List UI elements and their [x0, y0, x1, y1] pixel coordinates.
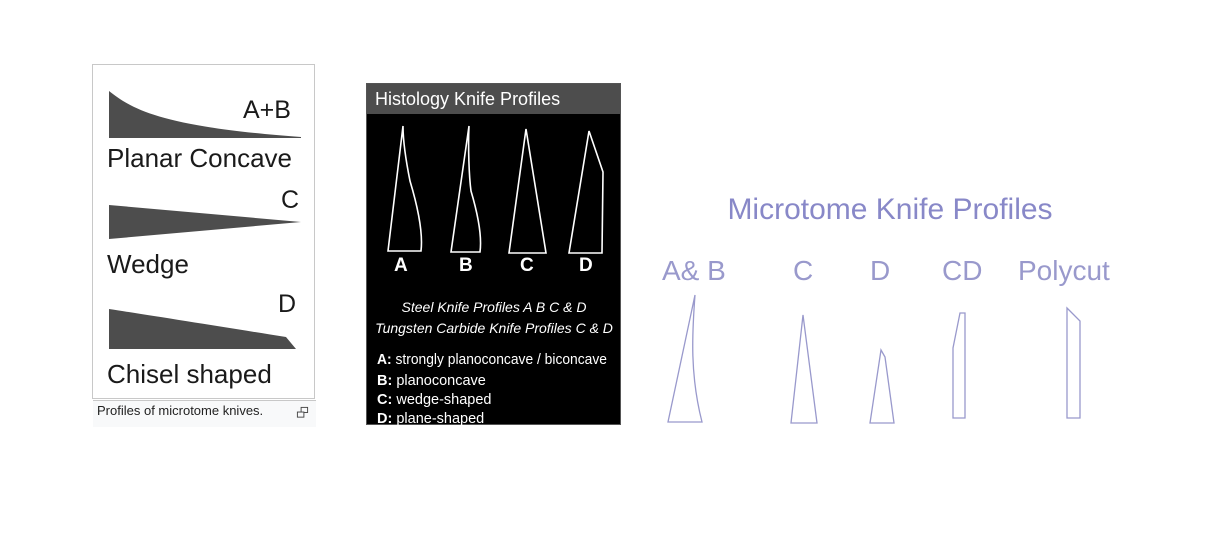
svg-text:B: planoconcave: B: planoconcave [377, 373, 486, 389]
svg-text:D: D [278, 290, 296, 318]
svg-text:C: wedge-shaped: C: wedge-shaped [377, 392, 491, 408]
svg-text:B: B [459, 255, 473, 276]
svg-text:D: D [579, 255, 593, 276]
svg-text:C: C [520, 255, 534, 276]
svg-text:Steel Knife Profiles A B C & D: Steel Knife Profiles A B C & D [402, 299, 587, 315]
svg-text:Wedge: Wedge [107, 249, 189, 279]
svg-text:C: C [281, 186, 299, 214]
svg-text:A: A [394, 255, 408, 276]
svg-text:C: C [793, 255, 813, 286]
svg-text:Tungsten Carbide Knife Profile: Tungsten Carbide Knife Profiles C & D [375, 320, 613, 336]
svg-text:CD: CD [942, 255, 982, 286]
svg-text:Planar Concave: Planar Concave [107, 143, 292, 173]
svg-text:A+B: A+B [243, 96, 291, 124]
svg-text:Chisel shaped: Chisel shaped [107, 359, 272, 389]
svg-text:D: plane-shaped: D: plane-shaped [377, 411, 484, 426]
svg-text:A: strongly planoconcave / bic: A: strongly planoconcave / biconcave [377, 352, 607, 368]
svg-text:Polycut: Polycut [1018, 255, 1110, 286]
svg-text:D: D [870, 255, 890, 286]
svg-text:A& B: A& B [662, 255, 726, 286]
